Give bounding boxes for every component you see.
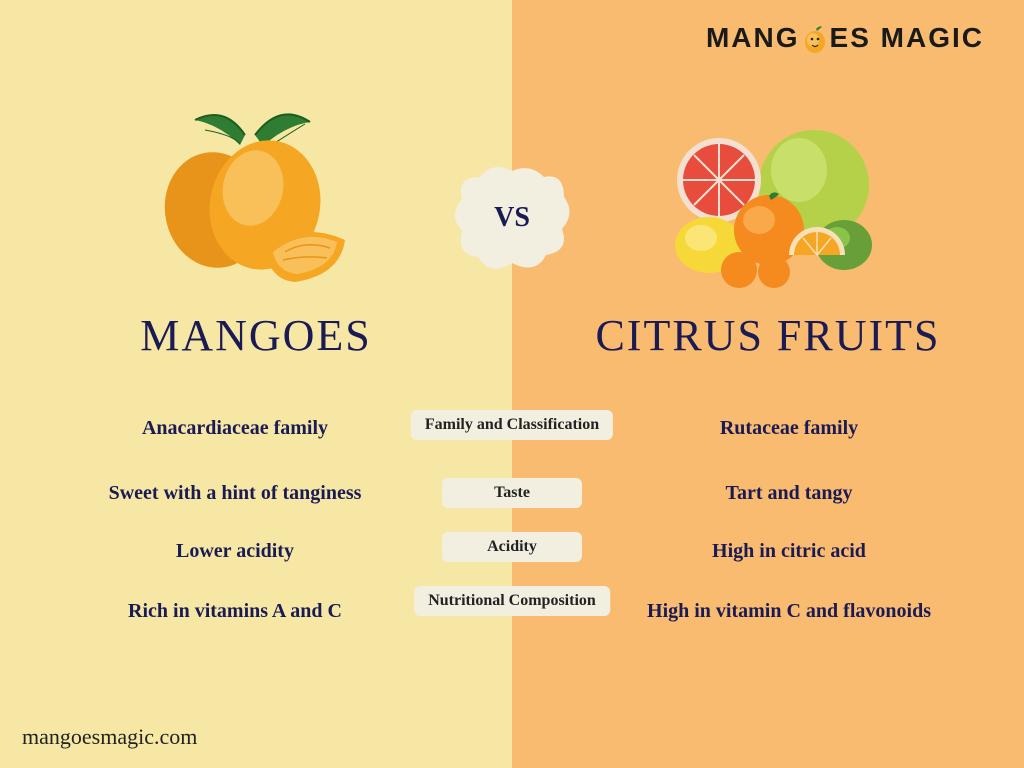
brand-text-1: MANG bbox=[706, 22, 800, 54]
mango-icon bbox=[802, 23, 828, 53]
category-nutrition: Nutritional Composition bbox=[414, 586, 610, 616]
mango-taste: Sweet with a hint of tanginess bbox=[55, 480, 415, 506]
mango-illustration bbox=[145, 110, 365, 290]
title-mangoes: MANGOES bbox=[0, 310, 512, 361]
vs-badge: VS bbox=[452, 163, 572, 273]
brand-logo: MANG ES MAGIC bbox=[706, 22, 984, 54]
brand-text-2: ES MAGIC bbox=[830, 22, 984, 54]
citrus-illustration bbox=[659, 110, 879, 290]
title-citrus: CITRUS FRUITS bbox=[512, 310, 1024, 361]
citrus-acidity: High in citric acid bbox=[609, 538, 969, 564]
citrus-nutrition: High in vitamin C and flavonoids bbox=[629, 598, 949, 624]
citrus-taste: Tart and tangy bbox=[609, 480, 969, 506]
vs-text: VS bbox=[494, 202, 530, 234]
mango-acidity: Lower acidity bbox=[55, 538, 415, 564]
category-taste: Taste bbox=[442, 478, 582, 508]
footer-url: mangoesmagic.com bbox=[22, 724, 197, 750]
mango-family: Anacardiaceae family bbox=[55, 415, 415, 441]
category-acidity: Acidity bbox=[442, 532, 582, 562]
category-family: Family and Classification bbox=[411, 410, 613, 440]
citrus-family: Rutaceae family bbox=[609, 415, 969, 441]
mango-nutrition: Rich in vitamins A and C bbox=[85, 598, 385, 624]
